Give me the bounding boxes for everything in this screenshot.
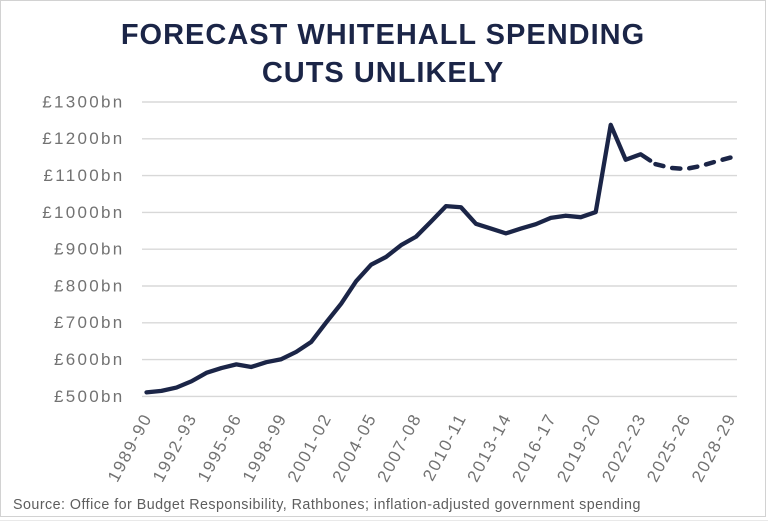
svg-text:2019-20: 2019-20 bbox=[553, 410, 605, 485]
svg-text:1992-93: 1992-93 bbox=[149, 410, 201, 485]
svg-text:£1300bn: £1300bn bbox=[42, 92, 124, 111]
svg-text:£700bn: £700bn bbox=[54, 313, 125, 332]
svg-text:£1000bn: £1000bn bbox=[42, 203, 124, 222]
svg-text:£1200bn: £1200bn bbox=[42, 129, 124, 148]
svg-text:2010-11: 2010-11 bbox=[419, 410, 470, 484]
svg-text:£900bn: £900bn bbox=[54, 240, 125, 259]
svg-text:1989-90: 1989-90 bbox=[104, 410, 156, 485]
svg-text:£600bn: £600bn bbox=[54, 350, 125, 369]
svg-text:2028-29: 2028-29 bbox=[688, 410, 740, 485]
svg-text:£500bn: £500bn bbox=[54, 387, 125, 406]
svg-text:1995-96: 1995-96 bbox=[194, 410, 246, 485]
svg-text:£1100bn: £1100bn bbox=[43, 166, 124, 185]
svg-text:2013-14: 2013-14 bbox=[463, 410, 515, 485]
svg-text:2016-17: 2016-17 bbox=[508, 410, 560, 485]
svg-text:2025-26: 2025-26 bbox=[643, 410, 695, 485]
svg-text:1998-99: 1998-99 bbox=[239, 410, 291, 485]
svg-text:2001-02: 2001-02 bbox=[284, 410, 336, 485]
svg-text:2004-05: 2004-05 bbox=[329, 410, 381, 485]
svg-text:2007-08: 2007-08 bbox=[374, 410, 426, 485]
svg-text:2022-23: 2022-23 bbox=[598, 410, 650, 485]
svg-text:£800bn: £800bn bbox=[54, 276, 125, 295]
